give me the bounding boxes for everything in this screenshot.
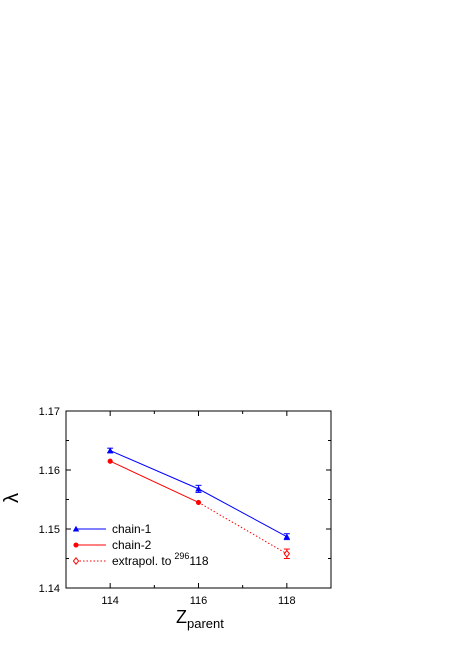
data-point (106, 447, 114, 454)
legend-label: chain-1 (112, 522, 152, 536)
x-axis-label-sub: parent (187, 616, 224, 631)
legend-label-name: extrapol. to (112, 554, 172, 568)
ticks: 114 116 118 1.14 1.15 1.16 1.17 (39, 406, 332, 607)
legend-label: extrapol. to 296118 (112, 551, 209, 568)
data-point (195, 485, 202, 492)
series-line (198, 502, 288, 555)
y-tick-label: 1.17 (39, 406, 60, 418)
legend-marker (72, 556, 80, 566)
legend-label-suffix: 118 (189, 554, 208, 568)
y-tick-label: 1.15 (39, 524, 60, 536)
series-line (109, 460, 199, 503)
series-0 (106, 447, 291, 541)
legend-label-superscript: 296 (174, 551, 189, 561)
y-axis-label: λ (1, 493, 23, 503)
x-tick-label: 118 (278, 595, 296, 607)
data-point (283, 549, 291, 558)
series-1 (107, 458, 202, 506)
y-tick-label: 1.16 (39, 465, 60, 477)
y-tick-label: 1.14 (39, 583, 60, 595)
x-tick-label: 114 (101, 595, 119, 607)
x-tick-label: 116 (190, 595, 208, 607)
data-point (283, 533, 291, 540)
legend-marker (72, 525, 80, 532)
x-axis-label-main: Z (176, 607, 187, 627)
legend-label-name: chain-1 (112, 522, 152, 536)
legend-label: chain-2 (112, 538, 152, 552)
data-point (107, 458, 113, 464)
legend-label-name: chain-2 (112, 538, 152, 552)
series-layer (106, 447, 291, 559)
legend-marker (73, 542, 79, 548)
series-2 (198, 502, 291, 559)
x-axis-label: Zparent (176, 607, 224, 631)
